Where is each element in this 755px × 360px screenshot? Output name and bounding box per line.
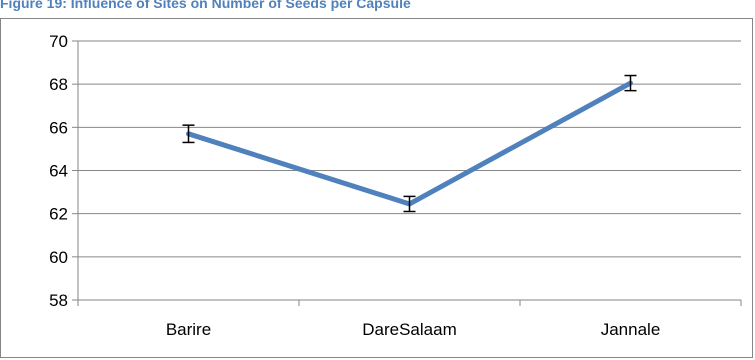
x-tick-label: Jannale: [601, 320, 661, 339]
series-line: [186, 80, 633, 207]
y-tick-label: 68: [49, 75, 68, 94]
y-tick-label: 70: [49, 32, 68, 51]
y-tick-label: 58: [49, 291, 68, 310]
line-chart: 58 60 62 64 66 68 70 Barire DareSalaam Jannale: [49, 32, 742, 339]
y-tick-label: 60: [49, 248, 68, 267]
x-tick-label: Barire: [166, 320, 211, 339]
x-tick-label: DareSalaam: [362, 320, 457, 339]
figure-title: Figure 19: Influence of Sites on Number …: [0, 0, 411, 11]
y-tick-label: 66: [49, 118, 68, 137]
y-tick-label: 64: [49, 162, 68, 181]
chart-area: 58 60 62 64 66 68 70 Barire DareSalaam Jannale: [0, 18, 753, 358]
y-tick-label: 62: [49, 205, 68, 224]
